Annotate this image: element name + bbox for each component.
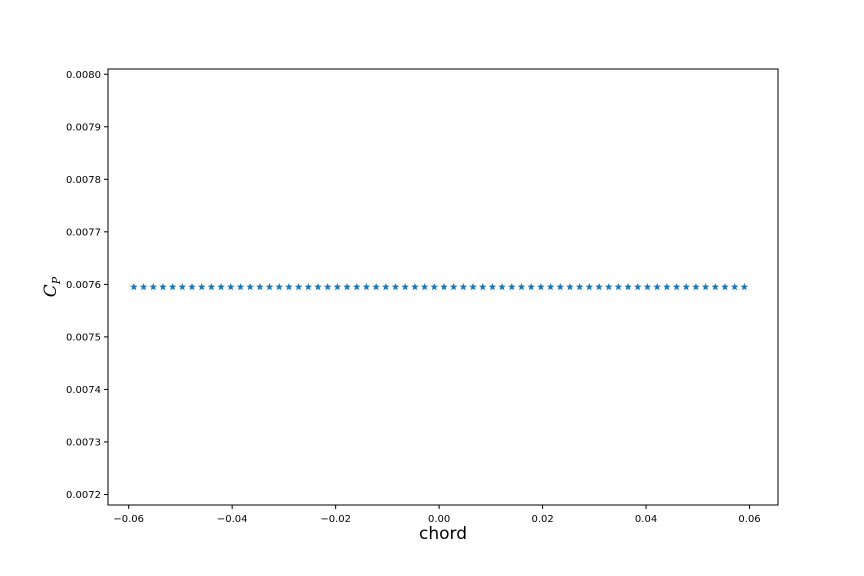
data-point-star bbox=[197, 283, 206, 291]
data-point-star bbox=[566, 283, 574, 291]
x-axis-ticks: −0.06 −0.04 −0.02 0.00 0.02 0.04 0.06 bbox=[113, 505, 761, 525]
data-point-star bbox=[236, 283, 245, 291]
y-tick-label: 0.0078 bbox=[66, 175, 101, 186]
data-point-star bbox=[643, 283, 652, 291]
data-point-star bbox=[420, 283, 429, 291]
y-tick-label: 0.0080 bbox=[66, 70, 101, 81]
y-axis-label: CP bbox=[41, 276, 63, 297]
data-point-star bbox=[507, 283, 516, 291]
data-point-star bbox=[478, 283, 487, 291]
data-point-star bbox=[614, 283, 623, 291]
data-point-star bbox=[294, 283, 303, 291]
data-point-star bbox=[217, 283, 225, 291]
data-point-star bbox=[130, 283, 138, 291]
svg-text:CP: CP bbox=[41, 276, 63, 297]
x-tick-label: 0.06 bbox=[738, 514, 760, 525]
data-point-star bbox=[314, 283, 322, 291]
data-point-star bbox=[149, 283, 158, 291]
y-tick-label: 0.0076 bbox=[66, 280, 101, 291]
data-point-star bbox=[740, 283, 749, 291]
data-point-star bbox=[692, 283, 700, 291]
data-point-star bbox=[604, 283, 613, 291]
data-point-star bbox=[188, 283, 196, 291]
data-point-star bbox=[624, 283, 632, 291]
data-point-star bbox=[653, 283, 661, 291]
x-tick-label: 0.04 bbox=[635, 514, 657, 525]
data-point-star bbox=[721, 283, 729, 291]
data-point-star bbox=[372, 283, 380, 291]
data-point-star bbox=[304, 283, 313, 291]
data-point-star bbox=[382, 283, 390, 291]
data-point-star bbox=[730, 283, 739, 291]
y-axis-label-subscript: P bbox=[50, 276, 63, 285]
y-axis-ticks: 0.0072 0.0073 0.0074 0.0075 0.0076 0.0077 0.00… bbox=[66, 70, 108, 501]
data-point-star bbox=[556, 283, 565, 291]
data-point-star bbox=[440, 283, 448, 291]
y-tick-label: 0.0073 bbox=[66, 437, 101, 448]
data-point-star bbox=[391, 283, 400, 291]
data-point-star bbox=[585, 283, 594, 291]
data-point-star bbox=[469, 283, 477, 291]
y-axis-label-main: C bbox=[41, 284, 61, 297]
y-tick-label: 0.0074 bbox=[66, 385, 101, 396]
data-point-star bbox=[459, 283, 468, 291]
y-tick-label: 0.0077 bbox=[66, 227, 101, 238]
data-point-star bbox=[527, 283, 535, 291]
data-point-star bbox=[178, 283, 187, 291]
data-point-star bbox=[246, 283, 254, 291]
data-point-star bbox=[411, 283, 419, 291]
data-point-star bbox=[275, 283, 284, 291]
data-point-star bbox=[352, 283, 361, 291]
plot-frame bbox=[107, 68, 779, 506]
data-point-star bbox=[362, 283, 371, 291]
data-point-star bbox=[672, 283, 681, 291]
y-tick-label: 0.0075 bbox=[66, 332, 101, 343]
data-point-star bbox=[333, 283, 342, 291]
data-point-star bbox=[139, 283, 148, 291]
data-point-star bbox=[430, 283, 439, 291]
data-point-star bbox=[595, 283, 603, 291]
x-tick-label: −0.02 bbox=[320, 514, 351, 525]
data-point-star bbox=[265, 283, 274, 291]
x-tick-label: 0.00 bbox=[428, 514, 450, 525]
x-tick-label: 0.02 bbox=[531, 514, 553, 525]
data-point-star bbox=[711, 283, 720, 291]
data-point-star bbox=[575, 283, 584, 291]
y-tick-label: 0.0072 bbox=[66, 490, 101, 501]
data-point-star bbox=[537, 283, 545, 291]
data-point-star bbox=[343, 283, 351, 291]
x-axis-label: chord bbox=[419, 524, 467, 544]
data-point-star bbox=[449, 283, 458, 291]
data-point-star bbox=[701, 283, 710, 291]
x-tick-label: −0.06 bbox=[113, 514, 144, 525]
data-point-star bbox=[546, 283, 555, 291]
data-point-star bbox=[256, 283, 264, 291]
data-point-star bbox=[159, 283, 167, 291]
data-point-star bbox=[682, 283, 691, 291]
x-tick-label: −0.04 bbox=[217, 514, 248, 525]
data-point-star bbox=[488, 283, 497, 291]
data-point-star bbox=[285, 283, 293, 291]
data-points bbox=[130, 283, 749, 291]
data-point-star bbox=[226, 283, 235, 291]
data-point-star bbox=[323, 283, 332, 291]
data-point-star bbox=[633, 283, 642, 291]
data-point-star bbox=[207, 283, 216, 291]
data-point-star bbox=[168, 283, 177, 291]
data-point-star bbox=[498, 283, 506, 291]
data-point-star bbox=[517, 283, 526, 291]
data-point-star bbox=[663, 283, 671, 291]
data-point-star bbox=[401, 283, 410, 291]
y-tick-label: 0.0079 bbox=[66, 122, 101, 133]
